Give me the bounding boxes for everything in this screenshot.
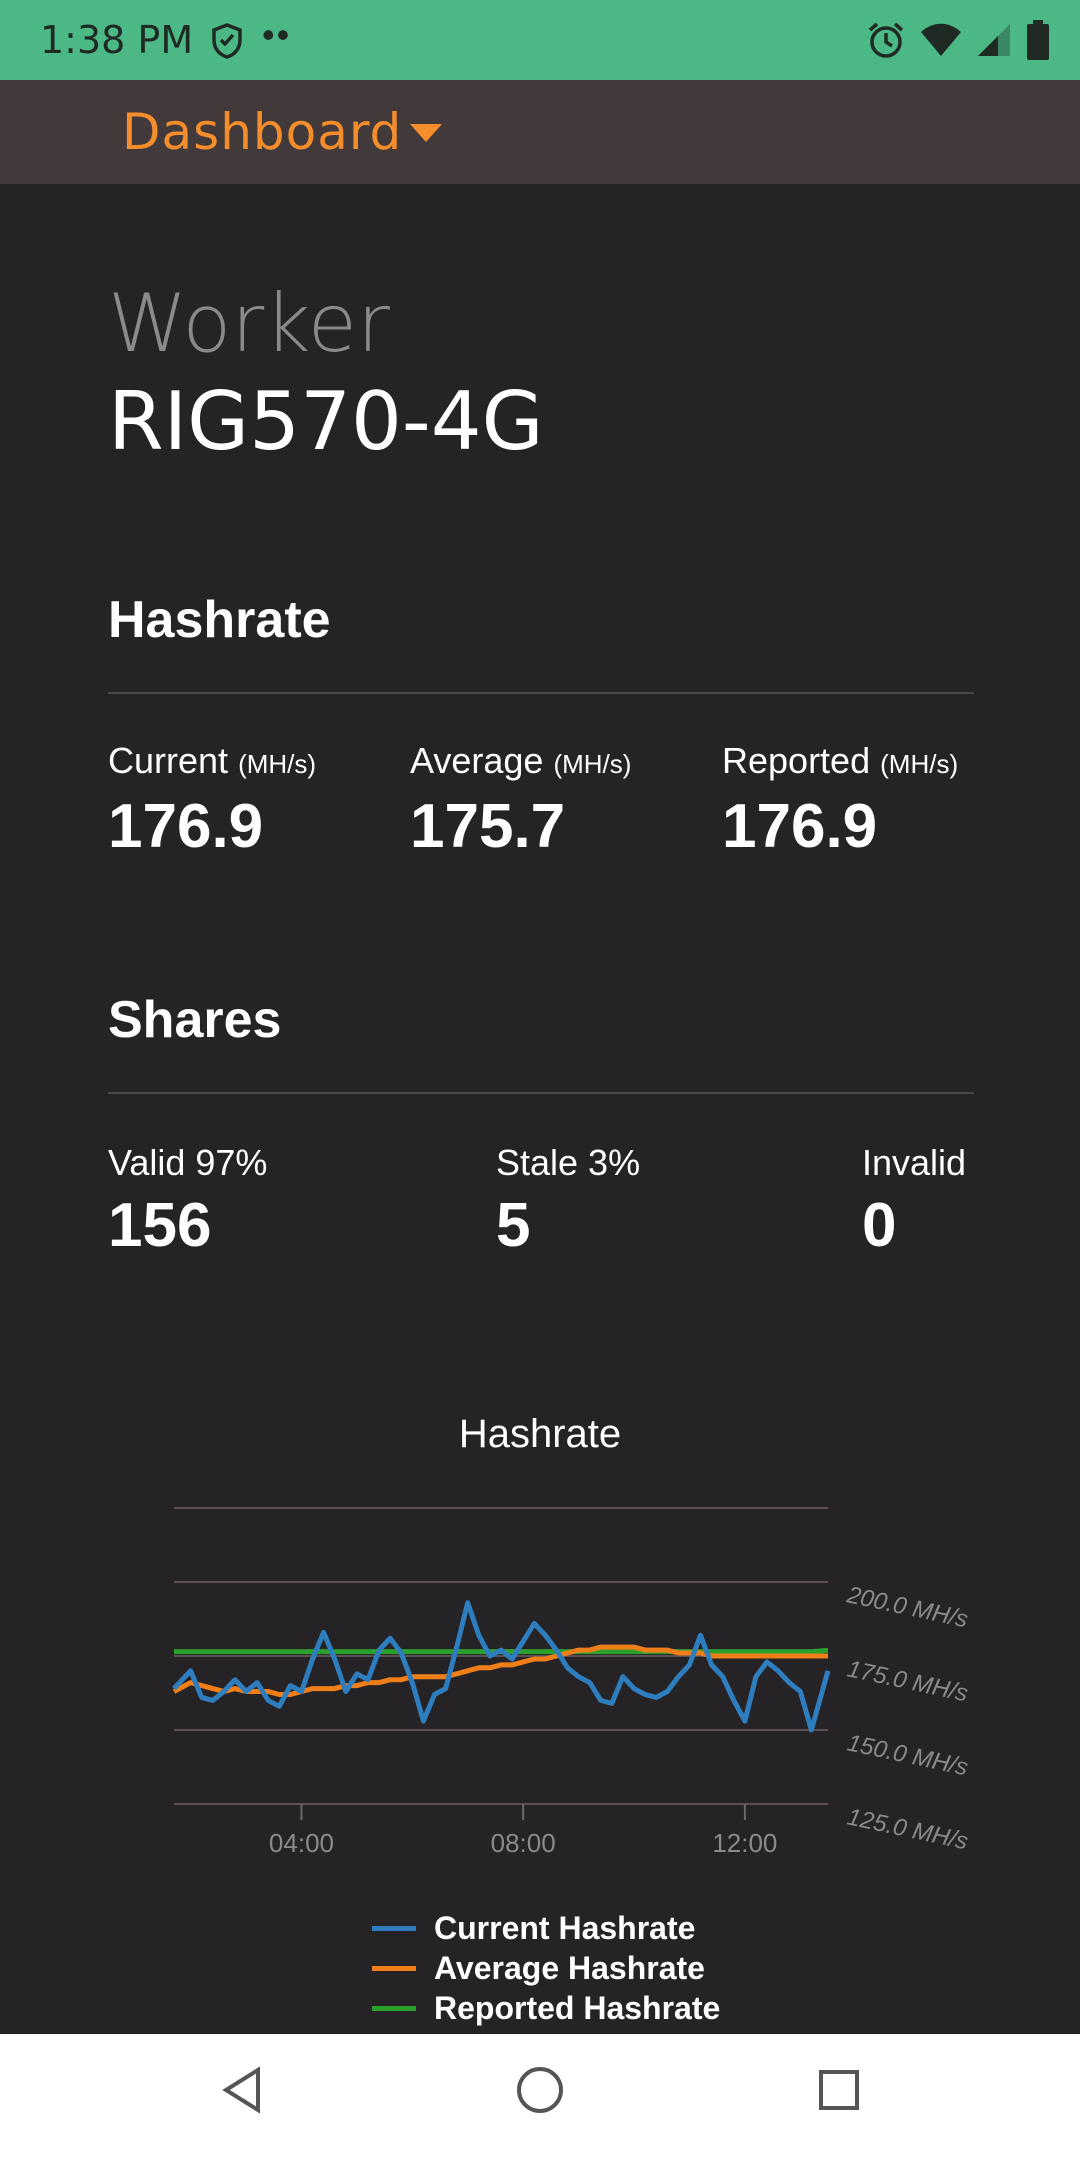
average-hashrate-value: 175.7 (410, 792, 566, 861)
x-tick-label: 04:00 (269, 1828, 334, 1858)
chart-plot: 125.0 MH/s 150.0 MH/s 175.0 MH/s 200.0 MH/s… (172, 1507, 971, 1858)
y-tick-label: 150.0 MH/s (845, 1729, 971, 1781)
current-hashrate-stat: Current (MH/s) 176.9 (108, 740, 316, 863)
x-tick-label: 08:00 (491, 1828, 556, 1858)
valid-shares-stat: Valid 97% 156 (108, 1142, 267, 1262)
navigation-bar (0, 2034, 1080, 2160)
current-hashrate-value: 176.9 (108, 792, 264, 861)
back-icon[interactable] (218, 2064, 266, 2121)
status-time: 1:38 PM (40, 18, 194, 62)
shares-divider (108, 1092, 974, 1094)
stat-label: Valid 97% (108, 1142, 268, 1183)
y-tick-label: 125.0 MH/s (845, 1803, 971, 1855)
signal-icon (976, 22, 1012, 63)
legend-swatch-current (372, 1925, 416, 1931)
legend-label: Average Hashrate (434, 1949, 705, 1986)
y-tick-label: 175.0 MH/s (845, 1655, 971, 1707)
reported-hashrate-value: 176.9 (722, 792, 878, 861)
wifi-icon (920, 22, 962, 63)
stat-label: Invalid (862, 1142, 967, 1183)
legend-label: Reported Hashrate (434, 1989, 721, 2026)
stat-unit: (MH/s) (880, 749, 959, 779)
shares-section-title: Shares (108, 991, 282, 1049)
hashrate-chart: Hashrate 125.0 MH/s 150.0 MH/s 175.0 MH/s 2… (0, 1370, 1080, 2030)
stat-label: Current (108, 740, 229, 781)
status-bar: 1:38 PM •• (0, 0, 1080, 80)
invalid-shares-value: 0 (862, 1191, 897, 1260)
shield-icon (210, 22, 244, 65)
y-tick-label: 200.0 MH/s (844, 1581, 971, 1633)
stat-unit: (MH/s) (238, 749, 317, 779)
recents-icon[interactable] (816, 2064, 862, 2121)
alarm-icon (866, 20, 906, 65)
legend-item-reported: Reported Hashrate (372, 1988, 720, 2028)
series-current-hashrate (172, 1600, 831, 1733)
x-tick-label: 12:00 (712, 1828, 777, 1858)
chart-legend: Current Hashrate Average Hashrate Report… (372, 1908, 720, 2028)
legend-item-current: Current Hashrate (372, 1908, 720, 1948)
more-dots-icon: •• (262, 14, 292, 55)
valid-shares-value: 156 (108, 1191, 212, 1260)
hashrate-section-title: Hashrate (108, 591, 331, 649)
home-icon[interactable] (514, 2064, 566, 2121)
legend-item-average: Average Hashrate (372, 1948, 720, 1988)
legend-swatch-reported (372, 2005, 416, 2011)
stale-shares-value: 5 (496, 1191, 531, 1260)
battery-icon (1026, 20, 1050, 65)
hashrate-divider (108, 692, 974, 694)
reported-hashrate-stat: Reported (MH/s) 176.9 (722, 740, 958, 863)
stat-label: Average (410, 740, 544, 781)
app-bar: Dashboard (0, 80, 1080, 184)
stat-label: Reported (722, 740, 871, 781)
legend-label: Current Hashrate (434, 1909, 696, 1946)
legend-swatch-average (372, 1965, 416, 1971)
stale-shares-stat: Stale 3% 5 (496, 1142, 640, 1262)
dashboard-menu-button[interactable]: Dashboard (122, 103, 403, 161)
average-hashrate-stat: Average (MH/s) 175.7 (410, 740, 631, 863)
chart-title: Hashrate (458, 1412, 622, 1456)
stat-unit: (MH/s) (553, 749, 632, 779)
stat-label: Stale 3% (496, 1142, 641, 1183)
invalid-shares-stat: Invalid 0 (862, 1142, 966, 1262)
caret-down-icon[interactable] (410, 124, 442, 147)
worker-name: RIG570-4G (108, 375, 544, 468)
worker-label: Worker (108, 277, 390, 370)
